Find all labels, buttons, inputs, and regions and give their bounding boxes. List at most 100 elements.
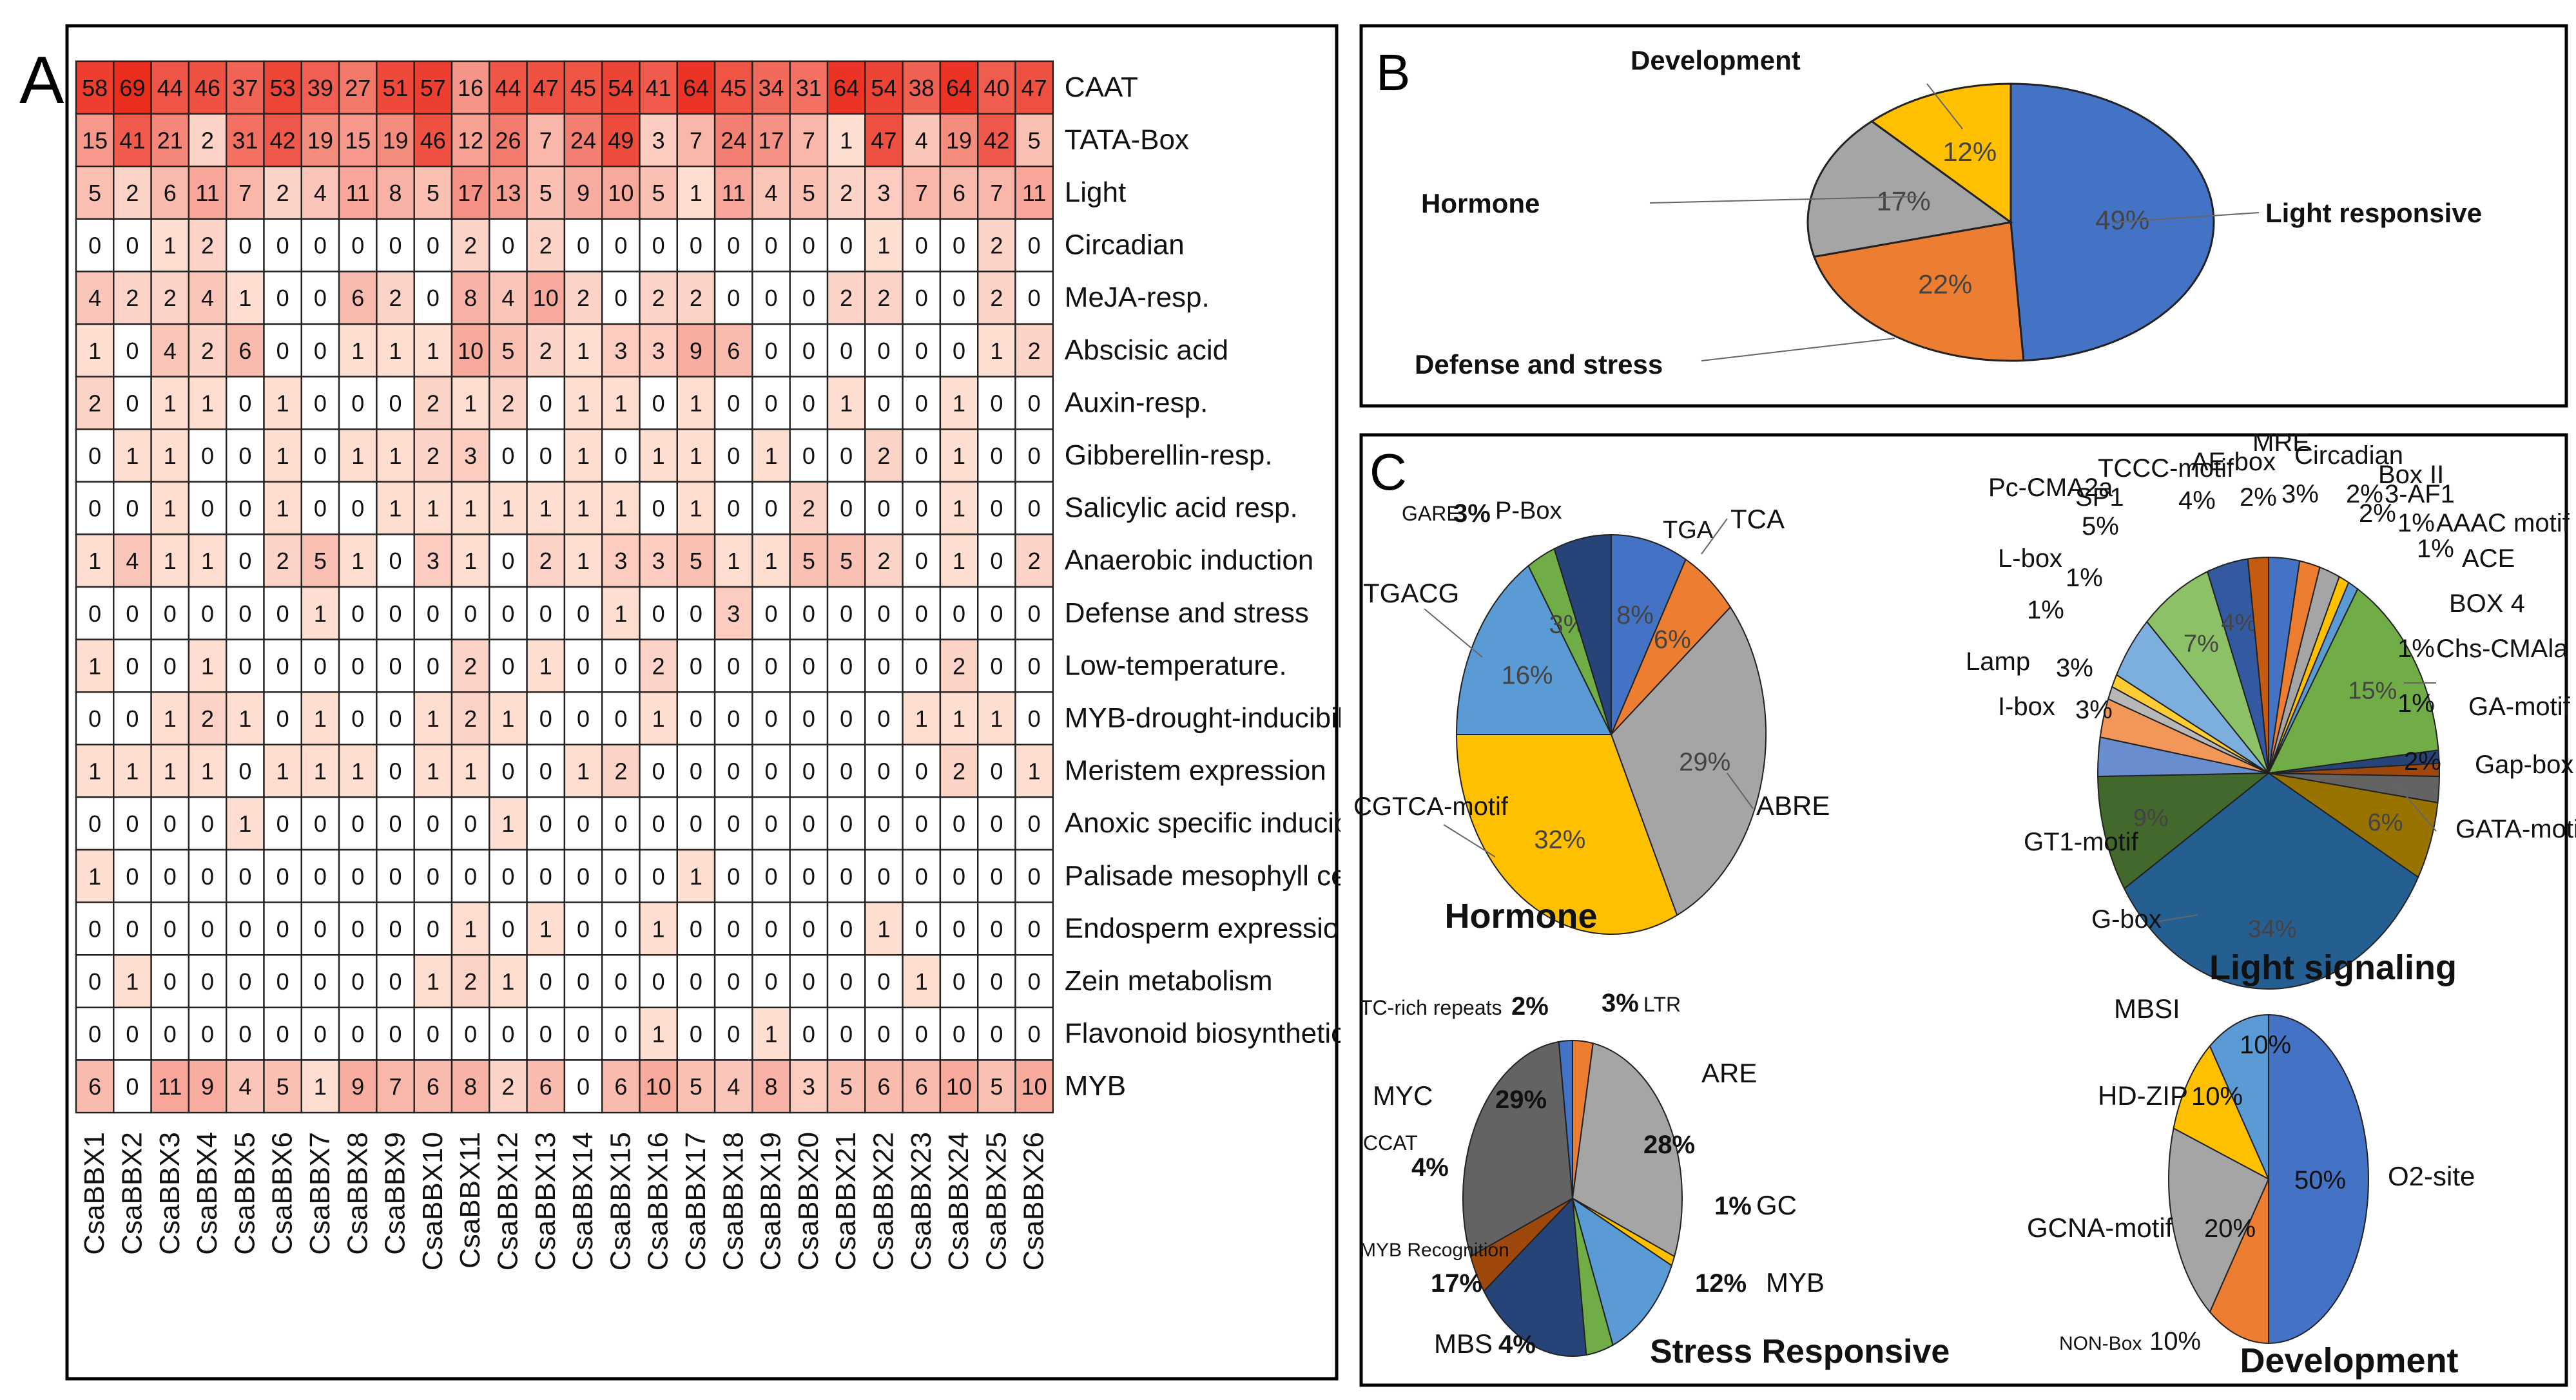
heatmap-cell-value: 0 (351, 653, 364, 679)
heatmap-cell-value: 1 (614, 600, 627, 627)
pie-slice (1483, 1196, 1587, 1357)
heatmap-cell (713, 1006, 753, 1061)
heatmap-cell-value: 19 (946, 127, 972, 153)
heatmap-cell-value: 0 (389, 390, 402, 416)
pie-slice-label: 1% (2066, 564, 2103, 592)
heatmap-cell (113, 691, 152, 745)
pie-slice (2267, 588, 2439, 774)
heatmap-cell (263, 638, 302, 693)
heatmap-cell-value: 1 (276, 443, 289, 469)
heatmap-cell-value: 0 (915, 495, 928, 522)
heatmap-cell (150, 849, 190, 903)
heatmap-cell-value: 1 (765, 443, 778, 469)
heatmap-cell (150, 323, 190, 378)
heatmap-cell-value: 1 (614, 495, 627, 522)
pie-slice-label: 1% (2397, 689, 2435, 718)
heatmap-cell-value: 9 (201, 1073, 214, 1100)
heatmap-cell-value: 1 (577, 548, 590, 574)
heatmap-cell (526, 1006, 566, 1061)
pie-slice-label: 3% (2056, 654, 2093, 682)
heatmap-cell-value: 0 (501, 863, 514, 890)
heatmap-cell (1014, 586, 1054, 640)
pie-slice (1455, 734, 1678, 935)
pie-slice-label: GA-motif (2468, 693, 2571, 721)
heatmap-cell (1014, 849, 1054, 903)
heatmap-row-label: Auxin-resp. (1065, 387, 1208, 418)
heatmap-cell (1014, 60, 1054, 115)
heatmap-cell-value: 3 (464, 443, 477, 469)
heatmap-cell-value: 0 (1028, 233, 1041, 259)
pie-percent-label: 16% (1502, 661, 1553, 689)
heatmap-cell-value: 0 (577, 1021, 590, 1048)
heatmap-cell-value: 0 (614, 705, 627, 732)
heatmap-cell-value: 57 (420, 75, 446, 101)
pie-percent-label: 29% (1495, 1086, 1547, 1114)
heatmap-cell-value: 5 (802, 548, 815, 574)
heatmap-cell-value: 1 (577, 338, 590, 364)
heatmap-cell-value: 0 (389, 1021, 402, 1048)
heatmap-cell (751, 954, 791, 1008)
heatmap-cell-value: 0 (351, 233, 364, 259)
heatmap-cell-value: 2 (501, 1073, 514, 1100)
heatmap-column-label: CsaBBX2 (116, 1132, 148, 1255)
heatmap-cell-value: 4 (126, 548, 139, 574)
heatmap-cell-value: 0 (652, 968, 665, 995)
pie-slice-label: Defense and stress (1415, 349, 1663, 379)
heatmap-cell-value: 0 (614, 653, 627, 679)
heatmap-cell-value: 4 (501, 285, 514, 311)
heatmap-cell (526, 166, 566, 220)
heatmap-cell-value: 1 (915, 705, 928, 732)
heatmap-row-label: MeJA-resp. (1065, 282, 1210, 313)
heatmap-cell-value: 0 (953, 285, 965, 311)
heatmap-cell-value: 0 (802, 916, 815, 942)
heatmap-cell (939, 113, 979, 168)
heatmap-cell-value: 1 (88, 863, 101, 890)
heatmap-cell-value: 1 (126, 443, 139, 469)
heatmap-cell (601, 1059, 641, 1114)
pie-percent-label: 7% (2184, 630, 2219, 657)
pie-slice (1571, 1196, 1673, 1347)
pie-slice (2173, 1044, 2271, 1181)
heatmap-cell (639, 533, 678, 588)
heatmap-cell-value: 0 (877, 600, 890, 627)
heatmap-cell-value: 0 (877, 653, 890, 679)
heatmap-cell-value: 0 (201, 600, 214, 627)
heatmap-cell-value: 19 (307, 127, 333, 153)
pie-slice (1455, 564, 1612, 735)
heatmap-cell (113, 586, 152, 640)
heatmap-cell-value: 47 (1022, 75, 1047, 101)
heatmap-cell-value: 64 (833, 75, 859, 101)
heatmap-cell (751, 218, 791, 273)
heatmap-cell (413, 1006, 453, 1061)
heatmap-cell (188, 271, 228, 325)
heatmap-cell-value: 10 (608, 180, 634, 206)
pie-title: Stress Responsive (1650, 1333, 1950, 1370)
heatmap-cell (601, 271, 641, 325)
heatmap-cell-value: 5 (314, 548, 327, 574)
heatmap-cell (450, 638, 490, 693)
heatmap-cell-value: 0 (577, 916, 590, 942)
heatmap-cell-value: 4 (201, 285, 214, 311)
pie-slice (1610, 606, 1767, 916)
heatmap-cell (713, 428, 753, 483)
leader-line (1424, 608, 1483, 658)
heatmap-cell (864, 60, 904, 115)
heatmap-cell (751, 638, 791, 693)
heatmap-cell-value: 64 (946, 75, 972, 101)
heatmap-cell-value: 5 (539, 180, 552, 206)
pie-percent-label: 22% (1918, 269, 1972, 299)
heatmap-column-label: CsaBBX18 (717, 1132, 749, 1271)
heatmap-cell-value: 0 (276, 285, 289, 311)
heatmap-cell (188, 113, 228, 168)
heatmap-cell-value: 1 (577, 443, 590, 469)
heatmap-cell (300, 743, 340, 798)
heatmap-cell-value: 4 (88, 285, 101, 311)
heatmap-cell-value: 0 (614, 916, 627, 942)
heatmap-cell (939, 533, 979, 588)
heatmap-cell-value: 10 (533, 285, 559, 311)
heatmap-cell-value: 2 (652, 285, 665, 311)
heatmap-cell-value: 0 (802, 233, 815, 259)
heatmap-cell-value: 0 (126, 916, 139, 942)
heatmap-cell-value: 0 (840, 443, 853, 469)
heatmap-cell-value: 0 (765, 916, 778, 942)
